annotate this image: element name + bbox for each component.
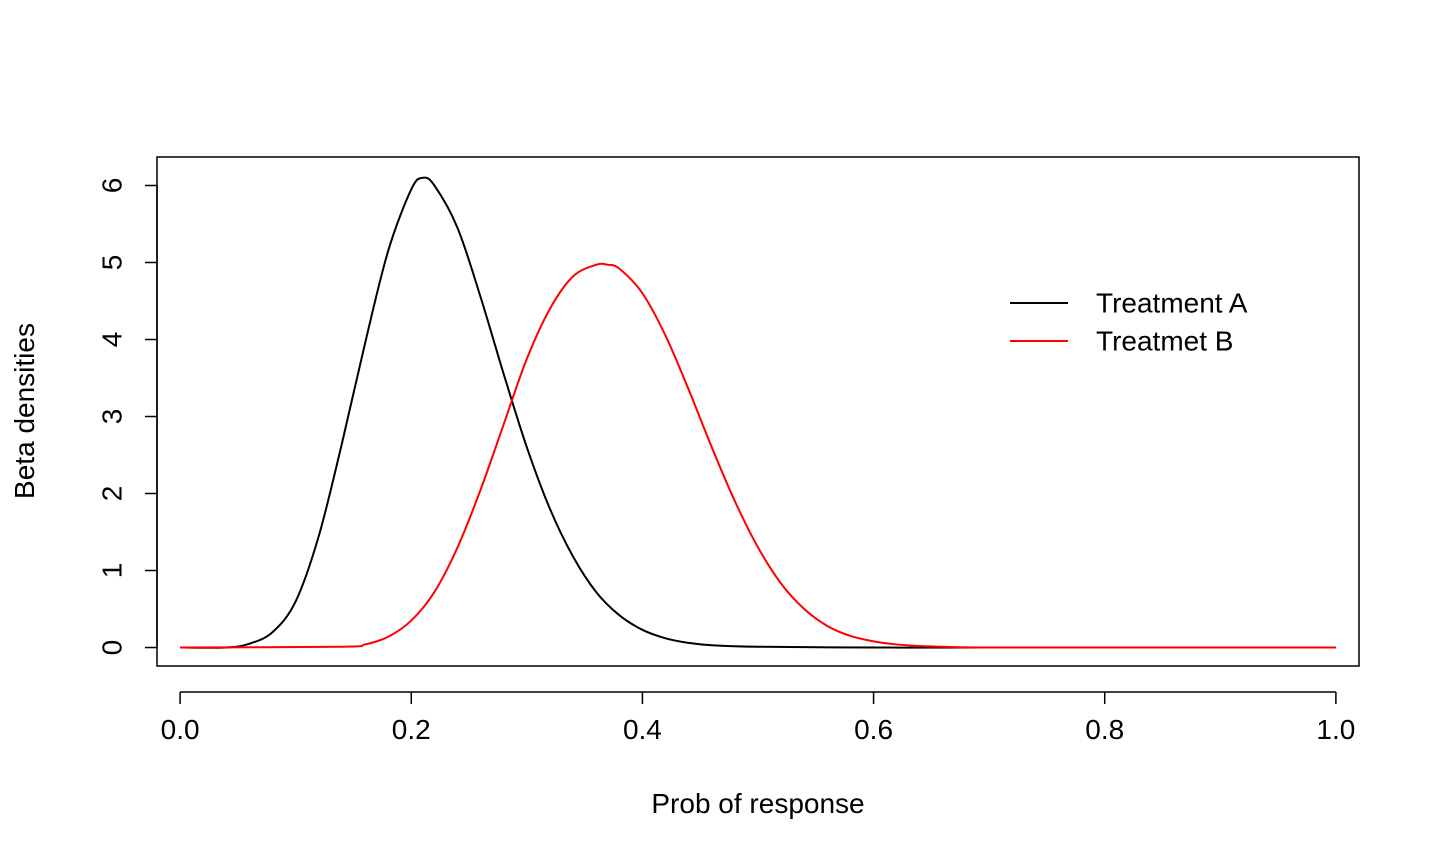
legend-label: Treatmet B <box>1096 326 1233 357</box>
x-axis: 0.0 0.2 0.4 0.6 0.8 1.0 <box>161 691 1355 745</box>
y-tick-label: 3 <box>97 409 128 425</box>
y-axis: 0 1 2 3 4 5 6 <box>97 178 158 656</box>
x-tick-label: 0.4 <box>623 714 662 745</box>
y-tick-label: 4 <box>97 332 128 348</box>
series-line-treatment-a <box>180 176 1336 649</box>
legend: Treatment A Treatmet B <box>1010 288 1248 357</box>
y-tick-label: 0 <box>97 640 128 656</box>
plot-frame <box>156 156 1360 667</box>
x-tick-label: 1.0 <box>1316 714 1355 745</box>
y-axis-title: Beta densities <box>9 323 40 499</box>
y-tick-label: 2 <box>97 486 128 502</box>
x-tick-label: 0.2 <box>392 714 431 745</box>
series-layer <box>180 176 1336 649</box>
x-axis-title: Prob of response <box>651 788 864 819</box>
series-line-treatment-b <box>180 262 1336 649</box>
y-tick-label: 5 <box>97 255 128 271</box>
y-tick-label: 1 <box>97 563 128 579</box>
y-tick-label: 6 <box>97 178 128 194</box>
x-tick-label: 0.0 <box>161 714 200 745</box>
x-tick-label: 0.8 <box>1085 714 1124 745</box>
legend-label: Treatment A <box>1096 288 1248 319</box>
x-tick-label: 0.6 <box>854 714 893 745</box>
